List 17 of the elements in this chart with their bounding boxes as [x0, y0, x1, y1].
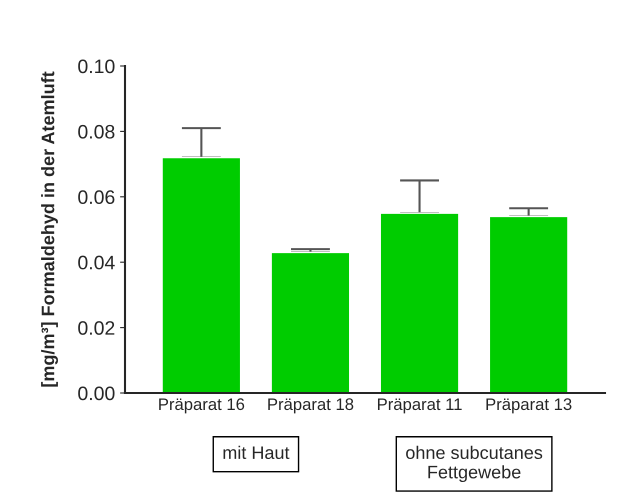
y-tick-label: 0.00	[78, 386, 115, 400]
y-tick-label: 0.08	[78, 124, 114, 139]
y-axis-title: [mg/m³] Formaldehyd in der Atemluft	[41, 72, 58, 387]
y-tick-label: 0.02	[78, 321, 114, 335]
x-tick-label: Präparat 18	[268, 398, 354, 414]
y-tick-label: 0.06	[78, 190, 114, 204]
x-tick-label: Präparat 16	[159, 398, 244, 414]
x-tick-label: Präparat 11	[378, 398, 462, 414]
x-tick-label: Präparat 13	[486, 398, 572, 414]
bar	[270, 252, 350, 393]
bar	[488, 216, 569, 393]
bar	[380, 212, 460, 393]
y-tick-label: 0.10	[78, 59, 115, 74]
text: ohne subcutanes Fettgewebe	[406, 446, 542, 482]
bar	[161, 156, 242, 393]
text: mit Haut	[224, 446, 290, 460]
y-tick-label: 0.04	[78, 256, 115, 270]
